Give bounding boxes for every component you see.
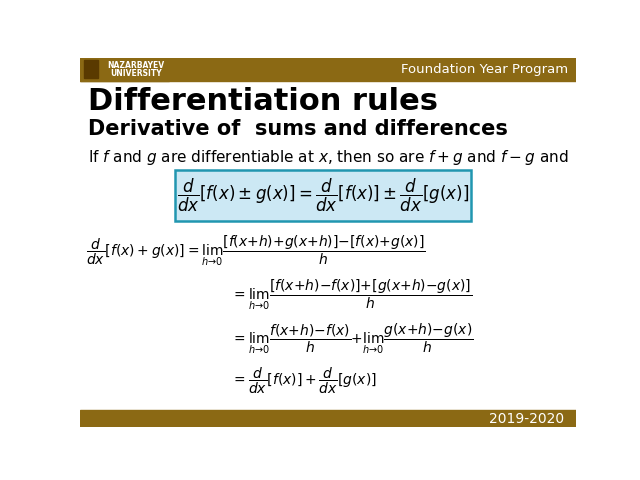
Text: UNIVERSITY: UNIVERSITY	[110, 69, 162, 78]
Text: 2019-2020: 2019-2020	[489, 412, 564, 426]
Bar	[84, 60, 98, 78]
Bar	[80, 58, 169, 81]
Text: $= \dfrac{d}{dx}[f(x)] + \dfrac{d}{dx}[g(x)]$: $= \dfrac{d}{dx}[f(x)] + \dfrac{d}{dx}[g…	[231, 366, 377, 396]
Text: $\dfrac{d}{dx}[f(x)+g(x)] = \lim_{h \to 0} \dfrac{[f(x+h)+g(x+h)]-[f(x)+g(x)]}{h: $\dfrac{d}{dx}[f(x)+g(x)] = \lim_{h \to …	[86, 233, 426, 268]
Bar	[80, 58, 576, 81]
FancyBboxPatch shape	[175, 170, 472, 221]
Bar	[80, 410, 576, 427]
Text: Foundation Year Program: Foundation Year Program	[401, 63, 568, 76]
Text: $= \lim_{h \to 0} \dfrac{[f(x+h)-f(x)]+[g(x+h)-g(x)]}{h}$: $= \lim_{h \to 0} \dfrac{[f(x+h)-f(x)]+[…	[231, 277, 472, 312]
Text: Derivative of  sums and differences: Derivative of sums and differences	[88, 119, 508, 139]
Text: NAZARBAYEV: NAZARBAYEV	[108, 61, 164, 70]
Text: Differentiation rules: Differentiation rules	[88, 87, 438, 116]
Text: $= \lim_{h \to 0} \dfrac{f(x+h)-f(x)}{h} + \lim_{h \to 0} \dfrac{g(x+h)-g(x)}{h}: $= \lim_{h \to 0} \dfrac{f(x+h)-f(x)}{h}…	[231, 321, 474, 356]
Text: $\dfrac{d}{dx}[f(x) \pm g(x)] = \dfrac{d}{dx}[f(x)] \pm \dfrac{d}{dx}[g(x)]$: $\dfrac{d}{dx}[f(x) \pm g(x)] = \dfrac{d…	[177, 177, 470, 214]
Text: If $f$ and $g$ are differentiable at $x$, then so are $f + g$ and $f - g$ and: If $f$ and $g$ are differentiable at $x$…	[88, 148, 568, 167]
